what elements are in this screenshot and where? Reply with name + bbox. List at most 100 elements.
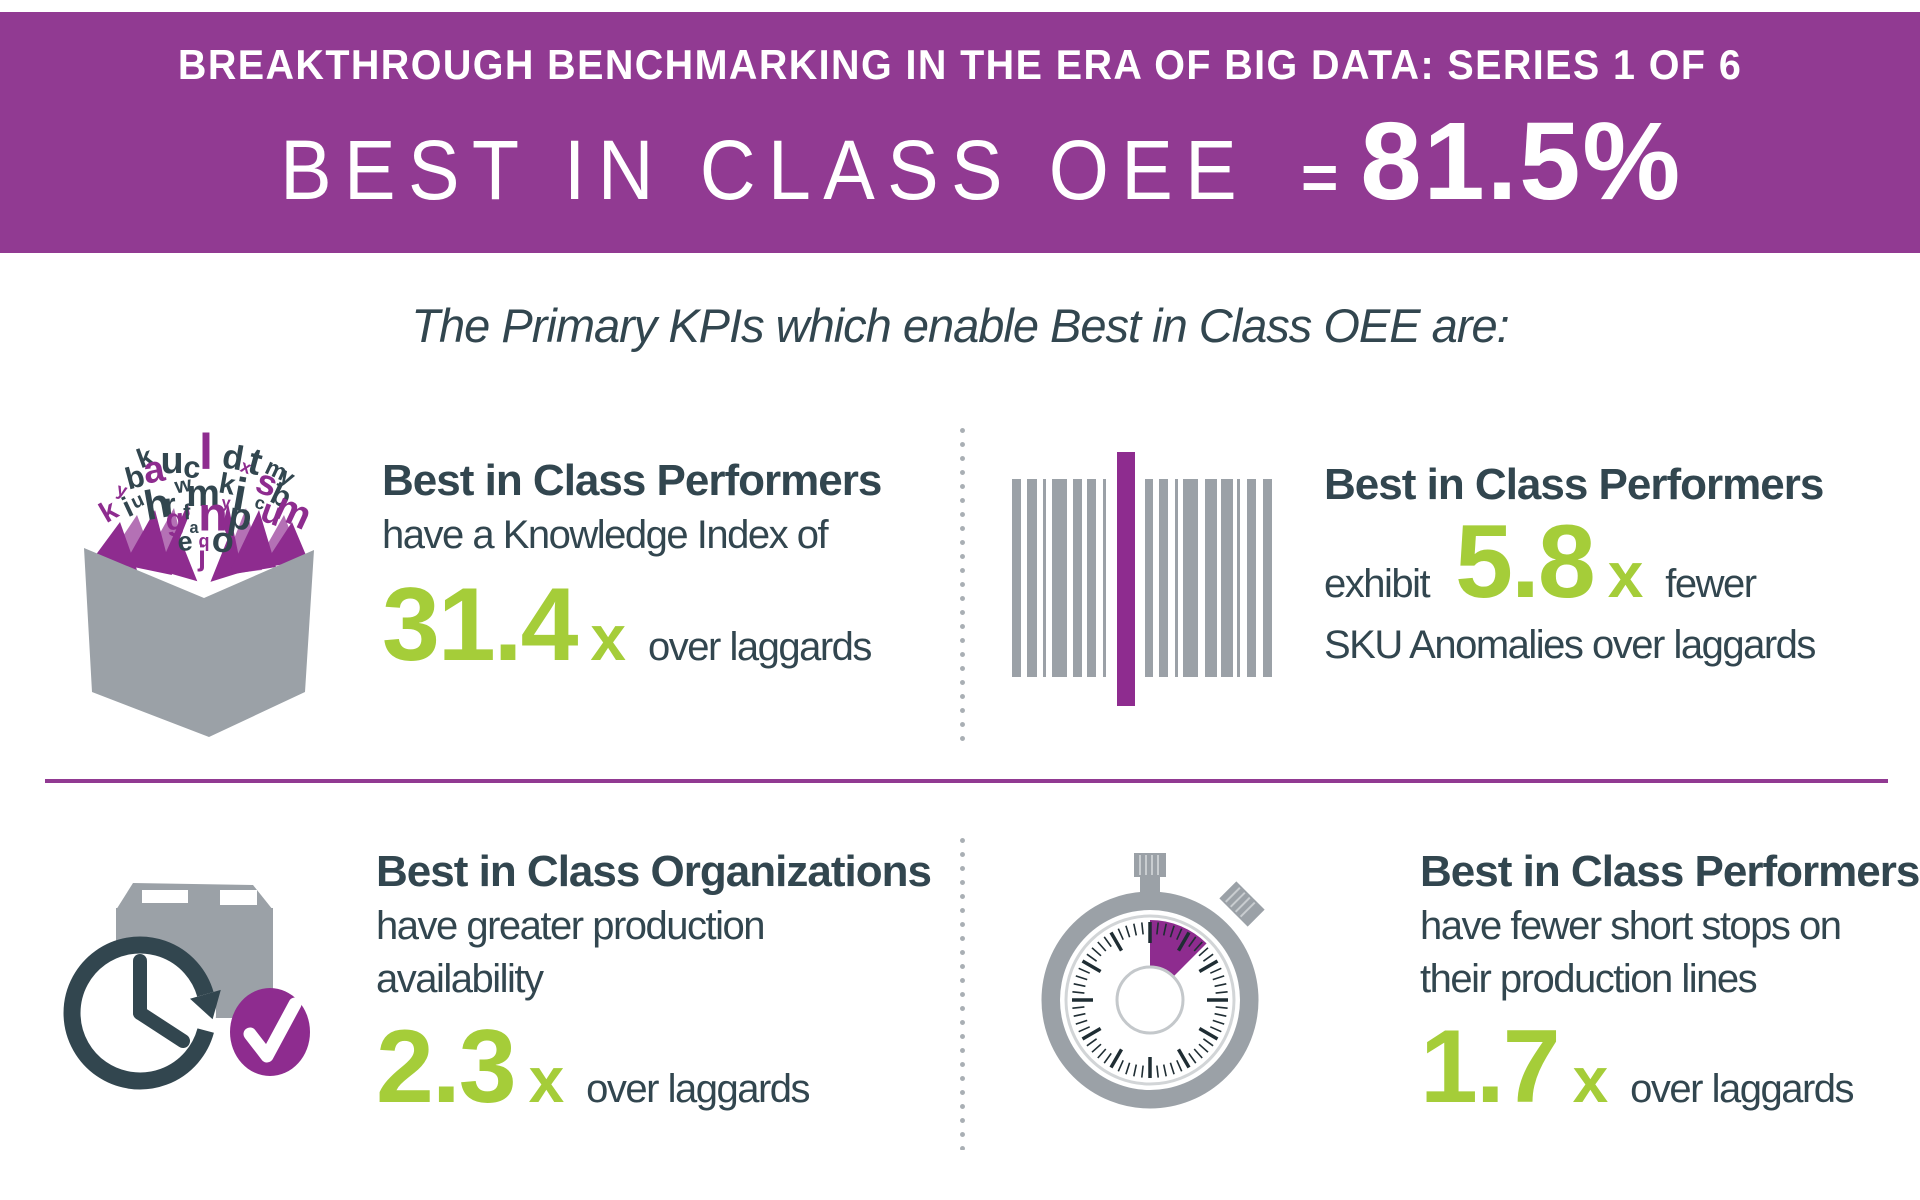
bl-stat-suffix: over laggards	[586, 1067, 810, 1111]
br-stat-row: 1.7 x over laggards	[1420, 1012, 1919, 1122]
stopwatch-tick	[1156, 1065, 1159, 1078]
stopwatch-tick	[1169, 925, 1175, 938]
stopwatch-tick	[1133, 1064, 1138, 1077]
stopwatch-tick	[1188, 1052, 1197, 1064]
tl-line2: have a Knowledge Index of	[382, 513, 829, 557]
barcode-bar	[1073, 479, 1082, 677]
book-letter: q	[198, 531, 210, 551]
book-letter: j	[197, 540, 207, 573]
tl-stat-multiplier: x	[590, 602, 627, 674]
stopwatch-tick	[1176, 931, 1191, 952]
book-letter: o	[210, 518, 236, 561]
barcode-bar	[1145, 479, 1153, 677]
stopwatch-tick	[1081, 959, 1102, 974]
barcode-bar	[1043, 479, 1046, 677]
barcode-bar	[1175, 479, 1178, 677]
stopwatch-tick	[1202, 1038, 1214, 1047]
book-letter: n	[198, 487, 228, 542]
stopwatch-tick	[1209, 1026, 1222, 1033]
book-letter: u	[160, 440, 184, 483]
tr-stat-multiplier: x	[1607, 539, 1644, 611]
book-letter: m	[186, 473, 220, 516]
stopwatch-tick	[1141, 922, 1144, 935]
tr-stat-row: exhibit 5.8 x fewer	[1324, 507, 1823, 617]
vertical-dotted-divider-bottom	[960, 838, 965, 1150]
tl-headline: Best in Class Performers	[382, 456, 882, 505]
stopwatch-tick	[1176, 928, 1183, 941]
tl-stat-suffix: over laggards	[648, 625, 872, 669]
bl-stat-multiplier: x	[528, 1044, 565, 1116]
stopwatch-tick	[1073, 1012, 1086, 1017]
barcode-bar	[1247, 479, 1256, 677]
header-title-light: BEST IN CLASS OEE	[279, 123, 1249, 217]
stopwatch-tick	[1212, 975, 1225, 981]
stopwatch-tick	[1141, 1065, 1144, 1078]
stopwatch-tick	[1215, 991, 1228, 994]
stopwatch-tick	[1133, 923, 1138, 936]
stopwatch-tick	[1125, 925, 1131, 938]
barcode-bar	[1205, 479, 1217, 677]
stopwatch-tick	[1091, 1043, 1102, 1053]
stopwatch-tick	[1075, 975, 1088, 981]
stopwatch-tick	[1209, 967, 1222, 974]
check-icon	[243, 997, 302, 1063]
horizontal-divider	[45, 779, 1888, 783]
stopwatch-tick	[1073, 983, 1086, 988]
book-letter: a	[189, 518, 199, 537]
header-equals: =	[1300, 141, 1339, 213]
stopwatch-tick	[1214, 983, 1227, 988]
barcode-bar	[1087, 479, 1096, 677]
tr-stat-post: fewer	[1665, 562, 1757, 606]
tr-line3: SKU Anomalies over laggards	[1324, 623, 1816, 667]
barcode-bar	[1263, 479, 1272, 677]
barcode-bar	[1027, 479, 1037, 677]
stopwatch-tick	[1198, 1026, 1219, 1041]
stopwatch-tick	[1103, 1052, 1112, 1064]
stopwatch-tick	[1212, 1019, 1225, 1025]
tr-stat-value: 5.8	[1455, 504, 1596, 620]
book-letter: e	[176, 525, 194, 558]
quadrant-bottom-right-text: Best in Class Performers have fewer shor…	[1420, 843, 1920, 1122]
bl-line2: have greater production	[376, 904, 765, 948]
barcode-bar	[1221, 479, 1233, 677]
quadrant-top-right-text: Best in Class Performers exhibit 5.8 x f…	[1324, 456, 1824, 672]
quadrant-top-left-text: Best in Class Performers have a Knowledg…	[382, 452, 882, 680]
stopwatch-tick	[1156, 922, 1159, 935]
tl-stat-value: 31.4	[382, 567, 578, 683]
br-stat-value: 1.7	[1420, 1009, 1561, 1125]
stopwatch-tick	[1162, 1064, 1167, 1077]
stopwatch-tick	[1117, 1059, 1124, 1072]
bl-stat-row: 2.3 x over laggards	[376, 1012, 931, 1122]
stopwatch-tick	[1086, 953, 1098, 962]
stopwatch-tick	[1193, 941, 1203, 952]
stopwatch-tick	[1215, 1006, 1228, 1009]
stopwatch-tick	[1188, 936, 1197, 948]
stopwatch-tick	[1198, 959, 1219, 974]
br-line2: have fewer short stops on	[1420, 904, 1842, 948]
stopwatch-tick	[1078, 1026, 1091, 1033]
barcode-bar	[1052, 479, 1067, 677]
barcode-icon	[1012, 450, 1272, 708]
stopwatch-tick	[1097, 1048, 1107, 1059]
stopwatch-tick	[1176, 1048, 1191, 1069]
stopwatch-tick	[1097, 941, 1107, 952]
stopwatch-tick	[1078, 967, 1091, 974]
quadrant-bottom-left-text: Best in Class Organizations have greater…	[376, 843, 932, 1122]
barcode-bar	[1237, 479, 1240, 677]
stopwatch-tick	[1169, 1062, 1175, 1075]
stopwatch-tick	[1162, 923, 1167, 936]
stopwatch-tick	[1086, 1038, 1098, 1047]
stopwatch-tick	[1072, 991, 1085, 994]
vertical-dotted-divider-top	[960, 428, 965, 746]
tl-stat-row: 31.4 x over laggards	[382, 570, 881, 680]
tr-headline: Best in Class Performers	[1324, 460, 1824, 509]
header-oee-value: 81.5%	[1360, 100, 1683, 223]
book-letter: l	[198, 422, 214, 480]
br-headline: Best in Class Performers	[1420, 847, 1920, 896]
stopwatch-tick	[1193, 1048, 1203, 1059]
br-stat-suffix: over laggards	[1630, 1067, 1854, 1111]
stopwatch-tick	[1103, 936, 1112, 948]
stopwatch-tick	[1081, 1026, 1102, 1041]
stopwatch-tick	[1198, 947, 1209, 957]
